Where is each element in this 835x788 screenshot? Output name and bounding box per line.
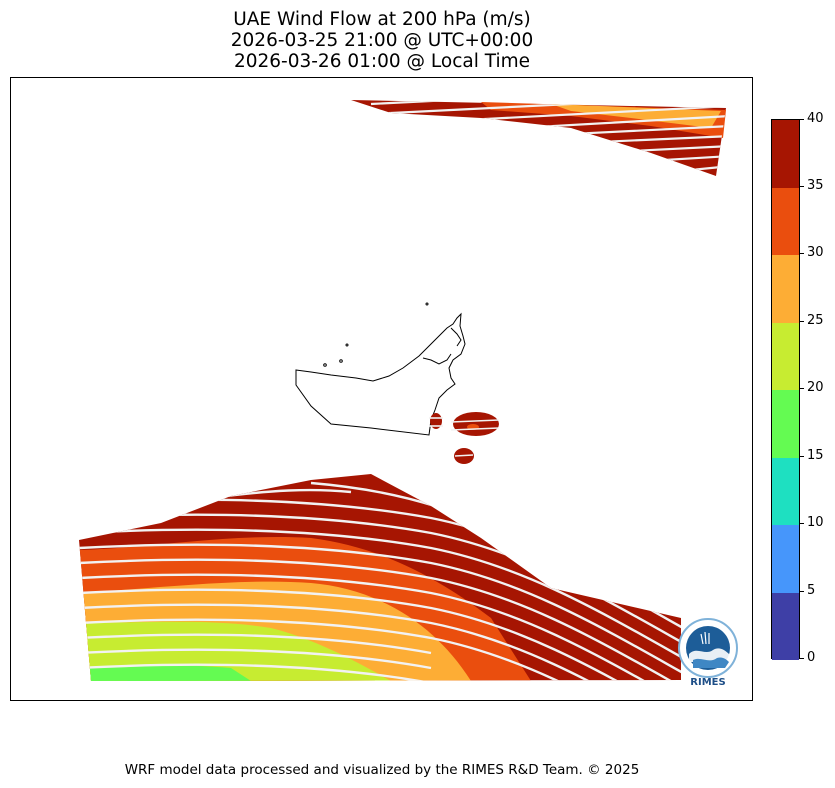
map-title: UAE Wind Flow at 200 hPa (m/s) xyxy=(233,9,531,30)
svg-text:RIMES: RIMES xyxy=(690,677,725,688)
colorbar-level-7 xyxy=(772,120,799,188)
colorbar-level-4 xyxy=(772,322,799,390)
colorbar-tick xyxy=(800,253,804,254)
colorbar-level-6 xyxy=(772,187,799,255)
small-wind-patches xyxy=(429,412,500,464)
colorbar-tick-label: 0 xyxy=(807,650,816,665)
colorbar-tick-label: 10 xyxy=(807,515,824,530)
colorbar-tick-label: 15 xyxy=(807,448,824,463)
colorbar-tick-label: 30 xyxy=(807,245,824,260)
footer-credit: WRF model data processed and visualized … xyxy=(124,762,640,778)
colorbar-tick xyxy=(800,186,804,187)
colorbar-tick xyxy=(800,388,804,389)
colorbar-tick xyxy=(800,119,804,120)
uae-outline xyxy=(295,302,466,436)
colorbar-tick-label: 40 xyxy=(807,111,824,126)
north-wind-field xyxy=(351,100,726,176)
south-wind-field xyxy=(79,474,681,681)
rimes-logo: RIMES xyxy=(677,616,739,688)
wind-map-svg xyxy=(79,100,726,681)
colorbar-level-0 xyxy=(772,592,799,660)
colorbar-level-2 xyxy=(772,457,799,525)
colorbar-tick-label: 5 xyxy=(807,583,816,598)
colorbar-level-1 xyxy=(772,525,799,593)
colorbar-tick xyxy=(800,658,804,659)
colorbar xyxy=(771,119,800,660)
colorbar-tick xyxy=(800,456,804,457)
colorbar-tick-label: 25 xyxy=(807,313,824,328)
local-time: 2026-03-26 01:00 @ Local Time xyxy=(233,51,531,72)
colorbar-tick xyxy=(800,321,804,322)
colorbar-level-5 xyxy=(772,255,799,323)
utc-time: 2026-03-25 21:00 @ UTC+00:00 xyxy=(230,30,534,51)
colorbar-tick-label: 35 xyxy=(807,178,824,193)
colorbar-level-3 xyxy=(772,390,799,458)
colorbar-tick xyxy=(800,523,804,524)
colorbar-tick-label: 20 xyxy=(807,380,824,395)
colorbar-tick xyxy=(800,591,804,592)
map-panel[interactable] xyxy=(10,77,753,701)
